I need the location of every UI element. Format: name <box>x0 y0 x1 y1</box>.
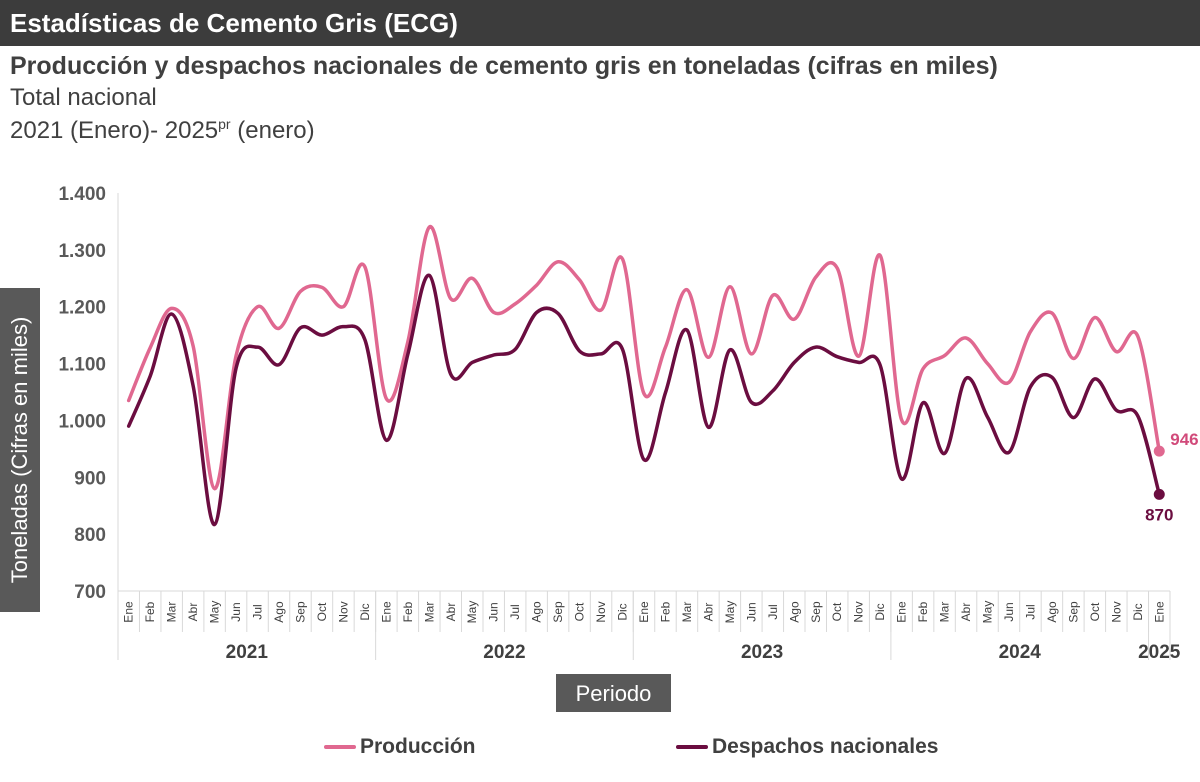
y-axis-title-box <box>0 288 40 612</box>
banner-title: Estadísticas de Cemento Gris (ECG) <box>0 0 1200 46</box>
x-tick-label: Abr <box>701 603 715 622</box>
data-label-last: 946 <box>1170 430 1198 449</box>
x-tick-label: Abr <box>959 603 973 622</box>
x-tick-label: Feb <box>401 601 415 622</box>
chart-scope: Total nacional <box>10 84 157 111</box>
series-line-produccion <box>126 225 1162 491</box>
x-tick-label: Jun <box>1002 602 1016 621</box>
x-tick-label: Dic <box>1131 603 1145 620</box>
x-tick-label: Jun <box>487 602 501 621</box>
x-tick-label: Jun <box>229 602 243 621</box>
legend-item-produccion: Producción <box>324 733 476 761</box>
x-tick-label: Jul <box>1023 604 1037 619</box>
y-tick-label: 900 <box>74 468 106 489</box>
x-tick-label: May <box>208 601 222 624</box>
y-tick-label: 1.000 <box>58 411 106 432</box>
x-tick-label: Ene <box>1152 601 1166 623</box>
year-label: 2023 <box>741 642 783 663</box>
x-tick-label: Dic <box>616 603 630 620</box>
series-line-despachos <box>126 273 1162 527</box>
x-tick-label: Ene <box>122 601 136 623</box>
x-tick-label: Nov <box>852 601 866 622</box>
x-tick-label: Sep <box>551 601 565 623</box>
y-tick-label: 1.400 <box>58 184 106 205</box>
x-axis-title: Periodo <box>556 674 671 712</box>
period-superscript: pr <box>218 116 231 132</box>
y-tick-label: 1.200 <box>58 298 106 319</box>
y-tick-label: 800 <box>74 525 106 546</box>
x-tick-label: Ene <box>379 601 393 623</box>
x-tick-label: Jul <box>766 604 780 619</box>
x-tick-label: Oct <box>1088 602 1102 621</box>
x-tick-label: Oct <box>315 602 329 621</box>
x-tick-label: Oct <box>573 602 587 621</box>
y-tick-label: 1.100 <box>58 355 106 376</box>
y-axis-title: Toneladas (Cifras en miles) <box>7 316 32 584</box>
x-tick-label: Jun <box>744 602 758 621</box>
chart-period: 2021 (Enero)- 2025pr (enero) <box>10 116 315 145</box>
x-tick-label: May <box>465 601 479 624</box>
period-main: 2021 (Enero)- 2025 <box>10 117 219 144</box>
data-label-last: 870 <box>1145 505 1173 524</box>
period-tail: (enero) <box>230 117 315 144</box>
year-label: 2022 <box>483 642 525 663</box>
x-tick-label: Feb <box>658 601 672 622</box>
x-tick-label: Nov <box>1109 601 1123 622</box>
x-tick-label: Ene <box>637 601 651 623</box>
legend-label-produccion: Producción <box>360 735 476 758</box>
x-tick-label: Ago <box>787 601 801 623</box>
y-tick-label: 1.300 <box>58 241 106 262</box>
x-tick-label: Mar <box>938 602 952 623</box>
last-point-marker <box>1153 445 1165 457</box>
year-label: 2021 <box>226 642 269 663</box>
x-tick-label: Ago <box>272 601 286 623</box>
x-tick-label: Mar <box>422 602 436 623</box>
y-tick-label: 700 <box>74 582 106 603</box>
x-tick-label: Oct <box>830 602 844 621</box>
x-tick-label: Abr <box>186 603 200 622</box>
legend-swatch-produccion <box>324 745 356 749</box>
x-tick-label: Dic <box>873 603 887 620</box>
x-tick-label: Mar <box>680 602 694 623</box>
x-tick-label: Sep <box>1066 601 1080 623</box>
x-tick-label: Ago <box>1045 601 1059 623</box>
legend-label-despachos: Despachos nacionales <box>712 735 939 758</box>
x-tick-label: Feb <box>916 601 930 622</box>
x-tick-label: Jul <box>251 604 265 619</box>
year-label: 2024 <box>999 642 1042 663</box>
x-tick-label: Nov <box>336 601 350 622</box>
x-tick-label: Dic <box>358 603 372 620</box>
x-tick-label: May <box>723 601 737 624</box>
x-tick-label: Jul <box>508 604 522 619</box>
x-tick-label: Nov <box>594 601 608 622</box>
x-tick-label: May <box>981 601 995 624</box>
legend-item-despachos: Despachos nacionales <box>676 733 938 761</box>
legend-swatch-despachos <box>676 745 708 749</box>
x-tick-label: Mar <box>165 602 179 623</box>
chart-subtitle: Producción y despachos nacionales de cem… <box>10 52 998 80</box>
x-tick-label: Ago <box>530 601 544 623</box>
x-tick-label: Feb <box>143 601 157 622</box>
x-tick-label: Ene <box>895 601 909 623</box>
x-tick-label: Sep <box>293 601 307 623</box>
year-label: 2025 <box>1138 642 1181 663</box>
last-point-marker <box>1153 488 1165 500</box>
x-tick-label: Sep <box>809 601 823 623</box>
x-tick-label: Abr <box>444 603 458 622</box>
